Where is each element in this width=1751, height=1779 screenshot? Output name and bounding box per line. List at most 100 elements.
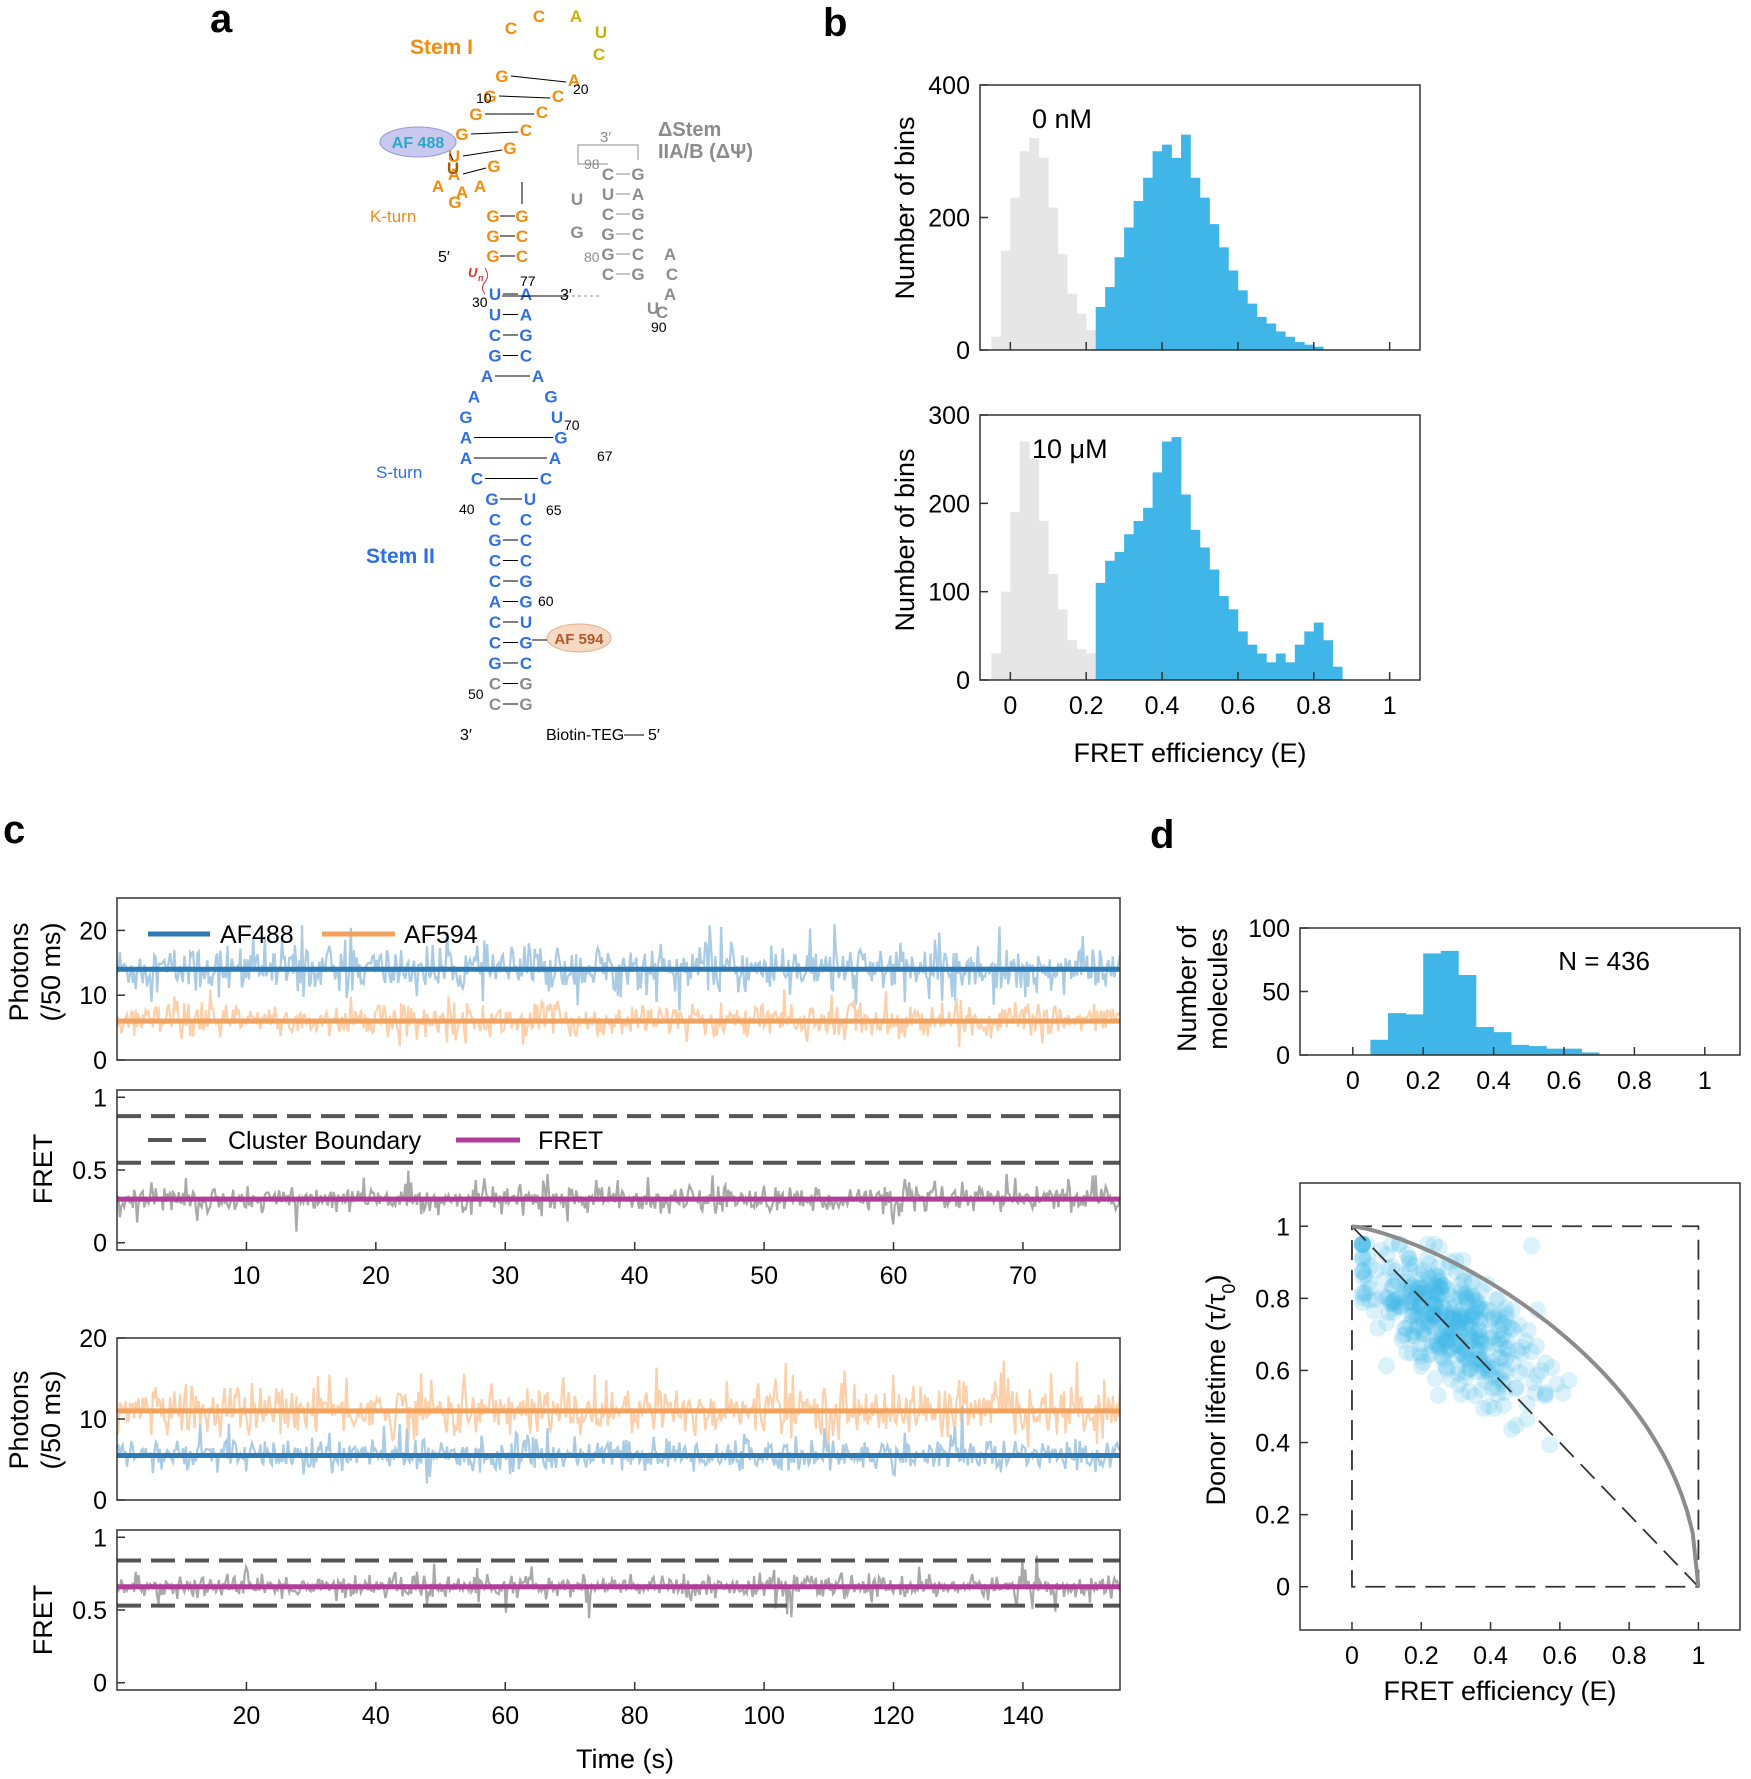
scatter-point <box>1426 1293 1444 1311</box>
hist-bar <box>1228 270 1239 350</box>
x-tick-label: 40 <box>362 1702 390 1730</box>
x-tick-label: 30 <box>491 1262 519 1290</box>
scatter-point <box>1419 1282 1437 1300</box>
scatter-point <box>1408 1298 1426 1316</box>
nt-number-65: 65 <box>546 502 562 518</box>
scatter-point <box>1424 1295 1442 1313</box>
x-tick-label: 0.8 <box>1612 1642 1647 1670</box>
scatter-point <box>1503 1420 1521 1438</box>
scatter-point <box>1411 1344 1429 1362</box>
panel-label-c: c <box>3 808 25 852</box>
scatter-point <box>1423 1302 1441 1320</box>
nucleotide: A <box>456 183 468 202</box>
nucleotide: C <box>520 654 532 673</box>
c1-photons-label-2: (/50 ms) <box>36 922 66 1021</box>
scatter-point <box>1462 1330 1480 1348</box>
scatter-point <box>1481 1311 1499 1329</box>
scatter-point <box>1451 1289 1469 1307</box>
scatter-point <box>1517 1360 1535 1378</box>
af594-label: AF 594 <box>554 631 604 648</box>
nucleotide: C <box>602 165 614 184</box>
scatter-point <box>1357 1284 1375 1302</box>
scatter-point <box>1353 1250 1371 1268</box>
hist-bar <box>1294 342 1305 350</box>
legend-af488: AF488 <box>220 921 294 949</box>
hist-bar <box>1038 157 1049 350</box>
y-tick-label: 0 <box>956 337 970 365</box>
scatter-point <box>1466 1387 1484 1405</box>
scatter-point <box>1430 1258 1448 1276</box>
c1-fret-label: FRET <box>28 1134 58 1205</box>
scatter-point <box>1474 1351 1492 1369</box>
af488-trace <box>115 924 1122 1011</box>
nucleotide: G <box>503 139 516 158</box>
scatter-point <box>1426 1299 1444 1317</box>
nucleotide: C <box>520 121 532 140</box>
scatter-point <box>1413 1308 1431 1326</box>
hist-bar <box>1370 1039 1389 1055</box>
hist-bar <box>1323 640 1334 680</box>
scatter-point <box>1354 1269 1372 1287</box>
scatter-point <box>1438 1303 1456 1321</box>
hist-bar <box>1086 653 1096 680</box>
x-tick-label: 0.2 <box>1406 1067 1441 1095</box>
loop-nucleotide: C <box>505 19 517 38</box>
c1-photons-label-1: Photons <box>4 922 34 1021</box>
scatter-point <box>1411 1265 1429 1283</box>
scatter-point <box>1440 1339 1458 1357</box>
nucleotide: G <box>519 695 532 714</box>
scatter-point <box>1455 1309 1473 1327</box>
scatter-point <box>1405 1324 1423 1342</box>
three-prime-bottom: 3′ <box>460 727 472 744</box>
scatter-point <box>1511 1363 1529 1381</box>
scatter-point <box>1452 1385 1470 1403</box>
scatter-point <box>1485 1308 1503 1326</box>
x-tick-label: 0.4 <box>1473 1642 1508 1670</box>
y-tick-label: 0.8 <box>1255 1285 1290 1313</box>
scatter-point <box>1466 1325 1484 1343</box>
nucleotide: G <box>519 675 532 694</box>
axes-frame <box>979 414 1421 681</box>
delta-stem-label-1: ΔStem <box>658 119 721 141</box>
nt-number-20: 20 <box>573 81 589 97</box>
scatter-point <box>1543 1359 1561 1377</box>
x-tick-label: 0 <box>1003 692 1017 720</box>
nt-number-80: 80 <box>584 249 600 265</box>
x-tick-label: 1 <box>1691 1642 1705 1670</box>
scatter-point <box>1406 1288 1424 1306</box>
three-prime-right: 3′ <box>600 129 611 146</box>
nucleotide: A <box>468 388 480 407</box>
scatter-point <box>1393 1331 1411 1349</box>
scatter-point <box>1438 1332 1456 1350</box>
x-tick-label: 40 <box>621 1262 649 1290</box>
b-top-y-label: Number of bins <box>890 116 920 299</box>
scatter-point <box>1439 1322 1457 1340</box>
scatter-point <box>1425 1235 1443 1253</box>
scatter-point <box>1428 1335 1446 1353</box>
scatter-point <box>1448 1348 1466 1366</box>
nt-number-77: 77 <box>520 273 536 289</box>
hist-bar <box>1423 953 1442 1055</box>
scatter-point <box>1457 1289 1475 1307</box>
hist-bar <box>1304 344 1315 350</box>
scatter-point <box>1414 1324 1432 1342</box>
delta-stem-label-2: IIA/B (ΔΨ) <box>658 141 753 163</box>
scatter-point <box>1496 1383 1514 1401</box>
scatter-point <box>1365 1302 1383 1320</box>
scatter-point <box>1452 1313 1470 1331</box>
rna-structure-diagram: Stem I K-turn S-turn Stem II ΔStem IIA/B… <box>366 7 753 744</box>
scatter-point <box>1381 1295 1399 1313</box>
scatter-point <box>1487 1370 1505 1388</box>
y-tick-label: 0.4 <box>1255 1430 1290 1458</box>
scatter-point <box>1494 1397 1512 1415</box>
nucleotide: C <box>516 247 528 266</box>
scatter-point <box>1406 1257 1424 1275</box>
nucleotide: A <box>549 449 561 468</box>
y-tick-label: 0 <box>93 1487 107 1515</box>
scatter-point <box>1435 1356 1453 1374</box>
scatter-point <box>1393 1294 1411 1312</box>
scatter-point <box>1480 1364 1498 1382</box>
scatter-point <box>1353 1235 1371 1253</box>
scatter-point <box>1469 1297 1487 1315</box>
scatter-point <box>1419 1346 1437 1364</box>
